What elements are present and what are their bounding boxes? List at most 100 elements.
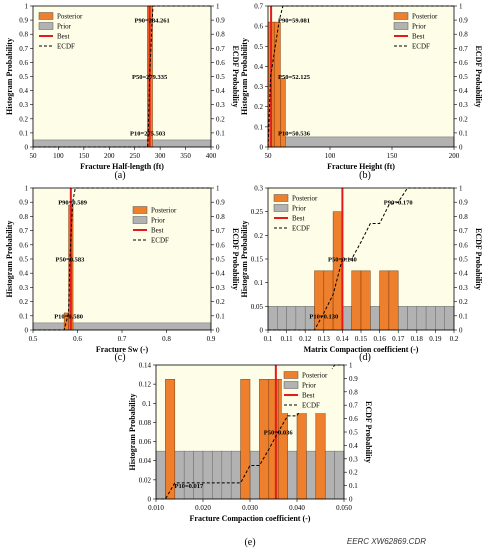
x-tick-label: 200 <box>104 152 115 160</box>
y-tick-label: 0.02 <box>139 476 152 484</box>
y-tick-label: 0.6 <box>254 23 263 31</box>
percentile-annotation: P50=0.583 <box>56 257 86 264</box>
x-tick-label: 0.8 <box>162 335 171 343</box>
y2-tick-label: 1 <box>459 185 463 193</box>
ecdf-line <box>268 187 454 331</box>
y2-tick-label: 0.3 <box>216 101 225 109</box>
percentile-annotation: P90=59.081 <box>278 18 310 25</box>
y2-tick-label: 0.6 <box>459 59 468 67</box>
y2-tick-label: 0 <box>216 144 220 152</box>
percentile-annotation: P50=0.036 <box>264 430 294 437</box>
y-tick-label: 0 <box>260 144 264 152</box>
posterior-bar <box>332 211 343 331</box>
legend: Posterior Prior Best ECDF <box>272 192 330 236</box>
legend-label-prior: Prior <box>151 217 166 225</box>
legend-label-posterior: Posterior <box>151 207 177 215</box>
x-axis-title: Matrix Compaction coefficient (-) <box>304 345 419 354</box>
x-axis-title: Fracture Sw (-) <box>96 345 149 354</box>
y2-tick-label: 0.3 <box>216 284 225 292</box>
prior-bar <box>295 306 306 331</box>
prior-bar <box>267 136 455 148</box>
x-tick-label: 0.17 <box>392 335 405 343</box>
y2-tick-label: 0.5 <box>459 256 468 264</box>
posterior-bar <box>165 379 176 500</box>
prior-bar <box>155 450 166 500</box>
prior-bar <box>397 306 408 331</box>
x-tick-label: 300 <box>155 152 166 160</box>
figure-credit: EERC XW62869.CDR <box>346 537 426 546</box>
panel-label: (e) <box>244 537 255 548</box>
x-tick-label: 0.050 <box>336 504 352 512</box>
y2-tick-label: 0.1 <box>216 129 225 137</box>
y2-tick-label: 0.7 <box>216 45 225 53</box>
y2-tick-label: 0.7 <box>349 402 358 410</box>
chart-panel-3: 0.5 0.6 0.7 0.8 0.900.10.20.30.40.50.60.70.8… <box>5 185 240 364</box>
x-axis-title: Fracture Half-length (ft) <box>80 162 164 171</box>
y2-tick-label: 0 <box>216 327 220 335</box>
y-axis-title: Histogram Probability <box>5 38 14 115</box>
prior-bar <box>249 450 260 500</box>
y2-tick-label: 0.4 <box>459 270 468 278</box>
y2-tick-label: 0.9 <box>459 199 468 207</box>
y2-tick-label: 0.4 <box>216 270 225 278</box>
y2-tick-label: 0.1 <box>459 129 468 137</box>
y-tick-label: 0.04 <box>139 457 152 465</box>
y-tick-label: 0.6 <box>19 59 28 67</box>
y-tick-label: 0.14 <box>139 362 152 370</box>
y2-tick-label: 0.1 <box>459 312 468 320</box>
y-tick-label: 0.1 <box>19 129 28 137</box>
x-tick-label: 0.2 <box>450 335 459 343</box>
y2-tick-label: 0.6 <box>459 241 468 249</box>
y2-tick-label: 0.5 <box>459 73 468 81</box>
y-tick-label: 0.8 <box>19 213 28 221</box>
legend-swatch-prior <box>283 381 299 389</box>
posterior-bar <box>259 379 270 500</box>
x-tick-label: 0.010 <box>148 504 164 512</box>
posterior-bar <box>388 270 399 331</box>
chart-panel-5: 0.010 0.020 0.030 0.040 0.05000.020.040.060.… <box>128 362 373 549</box>
legend-swatch-posterior <box>393 12 409 20</box>
y2-tick-label: 0.3 <box>459 101 468 109</box>
x-tick-label: 250 <box>129 152 140 160</box>
y2-tick-label: 0.2 <box>349 469 358 477</box>
y2-tick-label: 0.4 <box>459 87 468 95</box>
x-tick-label: 0.15 <box>355 335 368 343</box>
x-tick-label: 400 <box>206 152 217 160</box>
y2-tick-label: 0.4 <box>216 87 225 95</box>
panel-label: (a) <box>114 170 125 181</box>
legend-label-ecdf: ECDF <box>412 43 430 51</box>
prior-bar <box>287 450 298 500</box>
prior-bar <box>32 322 212 331</box>
percentile-annotation: P10=0.017 <box>174 483 204 490</box>
prior-bar <box>221 450 232 500</box>
legend-label-posterior: Posterior <box>57 13 83 21</box>
y2-tick-label: 1 <box>349 362 353 370</box>
y2-axis-title: ECDF Probability <box>364 401 373 463</box>
y2-tick-label: 0.1 <box>216 312 225 320</box>
prior-bar <box>286 306 297 331</box>
x-tick-label: 0.14 <box>336 335 349 343</box>
y2-tick-label: 0.2 <box>459 115 468 123</box>
y2-tick-label: 0.3 <box>349 455 358 463</box>
panel-label: (c) <box>114 352 125 363</box>
prior-bar <box>435 306 445 331</box>
y2-axis-title: ECDF Probability <box>474 228 483 290</box>
legend-label-ecdf: ECDF <box>57 43 75 51</box>
prior-bar <box>324 450 335 500</box>
y2-tick-label: 0.8 <box>459 213 468 221</box>
y2-tick-label: 1 <box>216 3 220 11</box>
x-tick-label: 100 <box>325 152 336 160</box>
y-tick-label: 0.5 <box>19 73 28 81</box>
x-tick-label: 0.18 <box>411 335 424 343</box>
legend-label-posterior: Posterior <box>292 195 318 203</box>
percentile-annotation: P10=0.580 <box>54 313 83 320</box>
y-tick-label: 0.5 <box>19 256 28 264</box>
legend-label-best: Best <box>151 227 164 235</box>
y-axis-title: Histogram Probability <box>240 221 249 298</box>
y-tick-label: 0.15 <box>251 256 264 264</box>
y-tick-label: 0.3 <box>254 185 263 193</box>
chart-panel-1: 50 100 150 200 250 300 350 40000.10.20.30.40.50… <box>5 3 240 182</box>
y-axis-title: Histogram Probability <box>240 38 249 115</box>
y-tick-label: 0 <box>260 327 264 335</box>
y-tick-label: 0.6 <box>19 241 28 249</box>
